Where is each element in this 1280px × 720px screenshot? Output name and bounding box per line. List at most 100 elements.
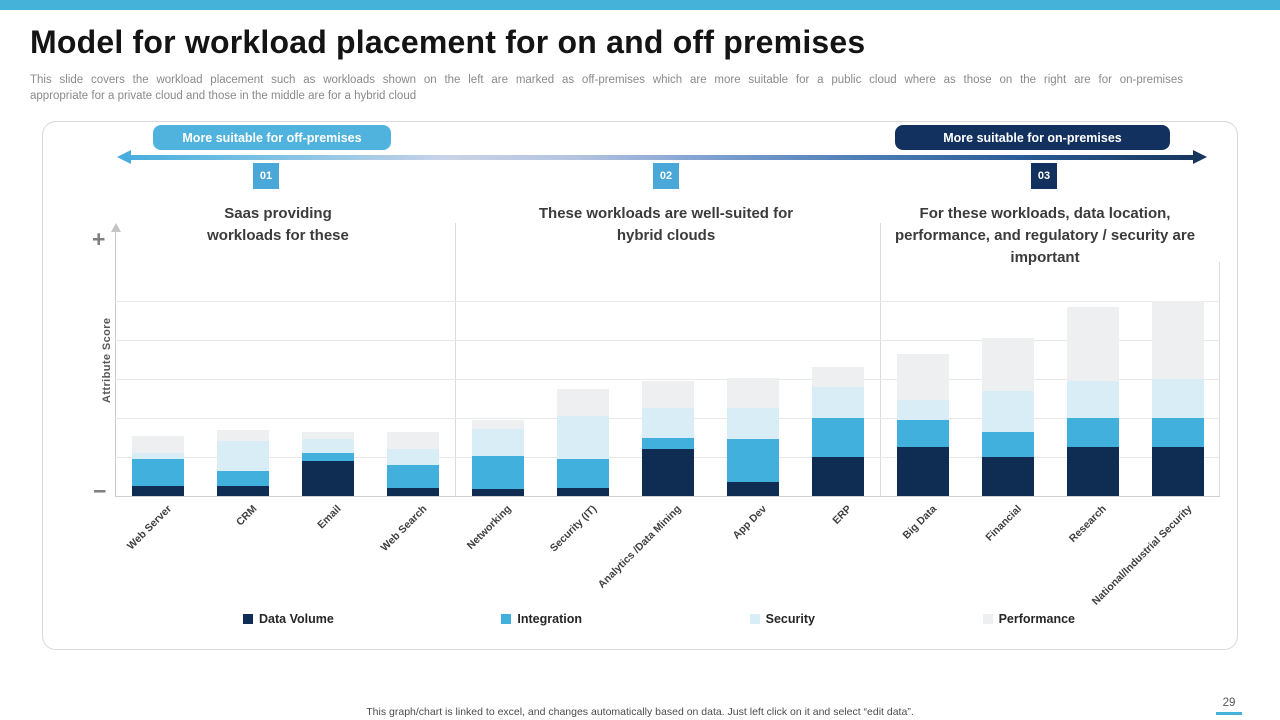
- bar-segment-performance: [1066, 306, 1119, 381]
- bar-segment-security: [301, 439, 354, 454]
- bar-segment-integration: [471, 456, 524, 490]
- gridline: [115, 340, 1220, 341]
- bar-segment-security: [981, 390, 1034, 432]
- stacked-bar-national-industrial-security: [1151, 301, 1204, 496]
- legend-label: Security: [765, 612, 815, 626]
- bar-segment-security: [556, 416, 609, 459]
- bar-segment-performance: [301, 431, 354, 440]
- section-badge-03: 03: [1031, 163, 1057, 189]
- bar-segment-performance: [131, 435, 184, 454]
- stacked-bar-research: [1066, 306, 1119, 496]
- bars-area: [115, 261, 1220, 496]
- bar-segment-data-volume: [1151, 447, 1204, 496]
- legend-label: Integration: [517, 612, 582, 626]
- bar-segment-performance: [1151, 301, 1204, 379]
- bar-segment-performance: [641, 380, 694, 409]
- page-number-underline: [1216, 712, 1242, 715]
- top-accent-bar: [0, 0, 1280, 10]
- legend-swatch-icon: [243, 614, 253, 624]
- bar-segment-security: [811, 386, 864, 418]
- chart-legend: Data Volume Integration Security Performanc…: [243, 612, 1075, 626]
- bar-segment-performance: [471, 420, 524, 429]
- bar-segment-security: [216, 441, 269, 471]
- bar-segment-integration: [981, 431, 1034, 457]
- off-premises-pill: More suitable for off-premises: [153, 125, 391, 150]
- bar-segment-performance: [981, 338, 1034, 391]
- bar-segment-security: [726, 408, 779, 440]
- bar-segment-integration: [301, 453, 354, 461]
- legend-label: Data Volume: [259, 612, 334, 626]
- y-axis-line: [115, 230, 116, 497]
- section-description-1: Saas providing workloads for these: [207, 205, 349, 244]
- subtitle-line-1: This slide covers the workload placement…: [30, 74, 1183, 86]
- bar-segment-integration: [896, 419, 949, 448]
- bar-segment-integration: [386, 464, 439, 489]
- bar-segment-integration: [811, 418, 864, 457]
- legend-swatch-icon: [982, 614, 993, 624]
- page-number: 29: [1222, 697, 1236, 709]
- slide-subtitle: This slide covers the workload placement…: [30, 72, 1183, 104]
- section-badge-01: 01: [253, 163, 279, 189]
- legend-swatch-icon: [749, 614, 760, 624]
- bar-segment-performance: [216, 429, 269, 442]
- bar-segment-security: [471, 428, 524, 457]
- stacked-bar-crm: [216, 429, 269, 496]
- bar-segment-integration: [641, 437, 694, 450]
- bar-segment-data-volume: [981, 457, 1034, 496]
- arrow-right-head-icon: [1193, 150, 1207, 164]
- gridline: [115, 379, 1220, 380]
- bar-segment-performance: [726, 377, 779, 409]
- subtitle-line-2: appropriate for a private cloud and thos…: [30, 90, 417, 102]
- stacked-bar-app-dev: [726, 377, 779, 496]
- y-axis-plus-label: +: [92, 226, 106, 252]
- stacked-bar-web-search: [386, 431, 439, 496]
- bar-segment-security: [641, 408, 694, 438]
- y-axis-minus-label: −: [93, 478, 107, 504]
- stacked-bar-analytics-data-mining: [641, 380, 694, 496]
- section-divider-1: [455, 223, 456, 497]
- bar-segment-security: [131, 453, 184, 459]
- bar-segment-integration: [1066, 418, 1119, 448]
- chart-panel: [42, 121, 1238, 650]
- bar-segment-performance: [386, 431, 439, 450]
- stacked-bar-financial: [981, 338, 1034, 496]
- arrow-left-head-icon: [117, 150, 131, 164]
- stacked-bar-security-it-: [556, 388, 609, 496]
- section-description-2: These workloads are well-suited for hybr…: [538, 205, 794, 244]
- on-premises-pill: More suitable for on-premises: [895, 125, 1170, 150]
- bar-segment-performance: [811, 367, 864, 387]
- bar-segment-data-volume: [556, 488, 609, 496]
- legend-label: Performance: [998, 612, 1075, 626]
- bar-segment-data-volume: [471, 489, 524, 496]
- bar-segment-data-volume: [386, 488, 439, 496]
- y-axis-arrow-icon: [111, 223, 121, 232]
- stacked-bar-chart[interactable]: [115, 262, 1220, 497]
- footer-note: This graph/chart is linked to excel, and…: [366, 706, 914, 718]
- stacked-bar-networking: [471, 420, 524, 496]
- section-description-3: For these workloads, data location, perf…: [894, 205, 1196, 266]
- bar-segment-data-volume: [811, 457, 864, 496]
- bar-segment-data-volume: [726, 482, 779, 496]
- legend-item-performance: Performance: [982, 612, 1075, 626]
- bar-segment-security: [896, 400, 949, 420]
- bar-segment-integration: [1151, 418, 1204, 448]
- bar-segment-security: [1066, 380, 1119, 418]
- y-axis-title: Attribute Score: [101, 317, 113, 403]
- legend-swatch-icon: [501, 614, 512, 624]
- stacked-bar-email: [301, 431, 354, 496]
- bar-segment-data-volume: [896, 447, 949, 496]
- stacked-bar-web-server: [131, 435, 184, 496]
- bar-segment-integration: [556, 458, 609, 489]
- bar-segment-integration: [726, 439, 779, 483]
- stacked-bar-erp: [811, 367, 864, 496]
- bar-segment-data-volume: [131, 486, 184, 496]
- slide-title: Model for workload placement for on and …: [30, 24, 866, 60]
- bar-segment-security: [1151, 379, 1204, 418]
- bar-segment-security: [386, 449, 439, 465]
- gridline: [115, 301, 1220, 302]
- legend-item-data-volume: Data Volume: [243, 612, 334, 626]
- bar-segment-data-volume: [301, 460, 354, 496]
- stacked-bar-big-data: [896, 353, 949, 496]
- bar-segment-integration: [216, 470, 269, 487]
